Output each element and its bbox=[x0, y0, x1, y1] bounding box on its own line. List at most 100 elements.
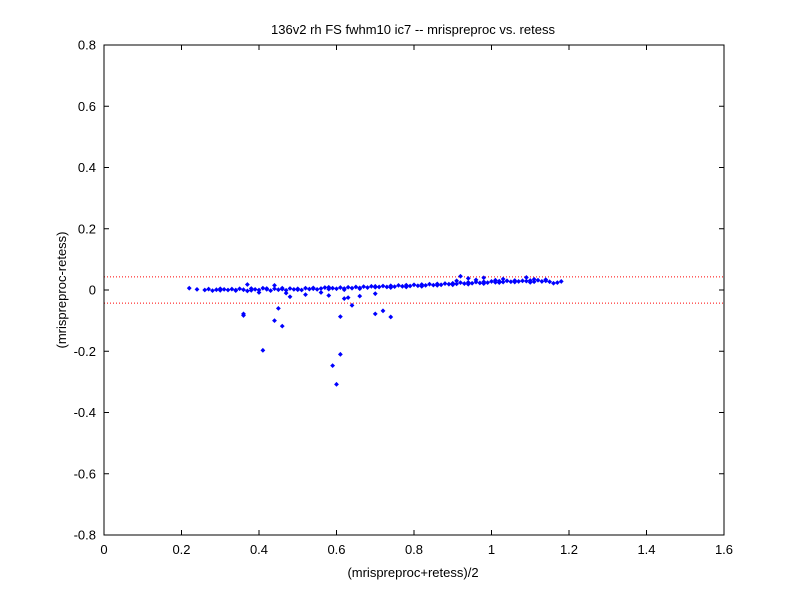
data-point bbox=[450, 282, 456, 288]
data-point bbox=[299, 287, 305, 293]
data-point bbox=[337, 285, 343, 290]
data-point bbox=[252, 286, 258, 292]
data-point bbox=[272, 283, 277, 288]
data-point bbox=[423, 283, 429, 288]
data-point bbox=[516, 279, 522, 284]
y-tick-label: -0.8 bbox=[74, 528, 96, 543]
data-point bbox=[492, 277, 498, 283]
data-point bbox=[365, 285, 370, 290]
data-point bbox=[337, 351, 343, 357]
data-point bbox=[551, 280, 556, 286]
data-point bbox=[221, 286, 227, 292]
data-point bbox=[330, 363, 336, 369]
data-points bbox=[186, 273, 564, 387]
data-point bbox=[512, 279, 518, 285]
data-point bbox=[489, 279, 494, 284]
data-point bbox=[341, 296, 347, 301]
data-point bbox=[357, 286, 363, 292]
x-tick-label: 0.4 bbox=[250, 542, 268, 557]
data-point bbox=[523, 278, 529, 284]
data-point bbox=[283, 287, 289, 293]
data-point bbox=[194, 286, 200, 292]
data-point bbox=[326, 293, 332, 298]
x-tick-label: 0.2 bbox=[172, 542, 190, 557]
data-point bbox=[229, 286, 235, 292]
data-point bbox=[458, 280, 463, 286]
data-point bbox=[353, 284, 359, 290]
data-point bbox=[407, 283, 413, 289]
data-point bbox=[260, 347, 266, 353]
y-axis-ticks: 0.8 0.6 0.4 0.2 0 -0.2 -0.4 -0.6 -0.8 bbox=[74, 38, 724, 543]
data-point bbox=[531, 279, 537, 285]
data-point bbox=[396, 283, 401, 288]
data-point bbox=[349, 302, 355, 308]
data-point bbox=[287, 286, 293, 291]
data-point bbox=[345, 295, 351, 301]
data-point bbox=[500, 279, 506, 285]
data-point bbox=[213, 287, 219, 293]
data-point bbox=[539, 279, 545, 284]
data-point bbox=[186, 285, 192, 291]
data-point bbox=[256, 290, 262, 295]
data-point bbox=[485, 280, 491, 286]
data-point bbox=[310, 286, 316, 292]
data-point bbox=[322, 285, 328, 290]
x-tick-label: 0.8 bbox=[405, 542, 423, 557]
x-tick-label: 1.4 bbox=[637, 542, 655, 557]
data-point bbox=[458, 273, 463, 279]
data-point bbox=[419, 283, 425, 289]
data-point bbox=[279, 285, 285, 291]
data-point bbox=[287, 294, 293, 300]
data-point bbox=[384, 284, 390, 290]
data-point bbox=[291, 286, 297, 292]
y-tick-label: 0 bbox=[89, 283, 96, 298]
data-point bbox=[465, 281, 471, 287]
data-point bbox=[477, 280, 483, 286]
data-point bbox=[372, 291, 378, 297]
data-point bbox=[543, 277, 549, 282]
data-point bbox=[357, 293, 363, 299]
x-tick-label: 0 bbox=[100, 542, 107, 557]
data-point bbox=[380, 308, 386, 314]
y-tick-label: -0.6 bbox=[74, 466, 96, 481]
data-point bbox=[531, 276, 537, 282]
data-point bbox=[341, 287, 347, 293]
y-tick-label: 0.6 bbox=[78, 99, 96, 114]
data-point bbox=[295, 287, 301, 293]
data-point bbox=[318, 286, 324, 291]
reference-lines bbox=[104, 276, 724, 304]
data-point bbox=[527, 279, 533, 285]
x-tick-label: 0.6 bbox=[327, 542, 345, 557]
y-tick-label: 0.4 bbox=[78, 160, 96, 175]
data-point bbox=[454, 278, 460, 284]
data-point bbox=[337, 314, 343, 320]
data-point bbox=[330, 285, 336, 291]
data-point bbox=[403, 284, 409, 290]
data-point bbox=[438, 282, 444, 288]
data-point bbox=[279, 323, 285, 329]
data-point bbox=[256, 287, 262, 293]
data-point bbox=[504, 278, 510, 284]
data-point bbox=[446, 281, 452, 287]
data-point bbox=[303, 292, 308, 297]
data-point bbox=[473, 277, 479, 283]
data-point bbox=[508, 279, 514, 285]
data-point bbox=[388, 314, 394, 320]
data-point bbox=[275, 305, 281, 311]
data-point bbox=[268, 288, 274, 294]
data-point bbox=[202, 287, 208, 293]
data-point bbox=[272, 318, 277, 324]
data-point bbox=[349, 285, 355, 291]
data-point bbox=[303, 285, 308, 291]
x-axis-ticks: 0 0.2 0.4 0.6 0.8 1 1.2 1.4 1.6 bbox=[100, 45, 733, 557]
data-point bbox=[334, 286, 339, 292]
x-axis-label: (mrispreproc+retess)/2 bbox=[347, 565, 478, 580]
data-point bbox=[411, 282, 417, 288]
data-point bbox=[241, 311, 246, 317]
data-point bbox=[372, 283, 378, 289]
chart-title: 136v2 rh FS fwhm10 ic7 -- mrispreproc vs… bbox=[271, 22, 555, 37]
data-point bbox=[244, 288, 250, 294]
y-tick-label: 0.8 bbox=[78, 38, 96, 53]
